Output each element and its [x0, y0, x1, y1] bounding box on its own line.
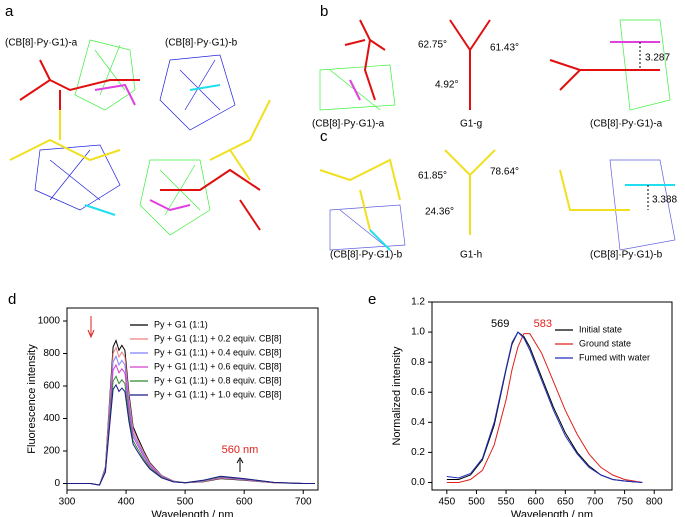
y-tick-label: 400 — [43, 413, 60, 424]
y-tick-label: 0.0 — [411, 477, 425, 488]
annotation: 560 nm — [222, 444, 259, 456]
series-line — [67, 383, 315, 486]
y-axis-label: Normalized intensity — [391, 346, 403, 446]
peak-label: 583 — [534, 318, 552, 330]
y-tick-label: 1.0 — [411, 327, 425, 338]
arrow — [236, 457, 244, 472]
y-tick-label: 600 — [43, 381, 60, 392]
structure-label: G1-g — [460, 119, 482, 130]
x-tick-label: 650 — [557, 497, 574, 508]
x-tick-label: 600 — [236, 497, 253, 508]
plot-frame — [431, 301, 673, 491]
molecular-structures-a — [9, 39, 271, 236]
y-tick-label: 0.6 — [411, 387, 425, 398]
panel-letter: e — [368, 291, 376, 308]
x-tick-label: 500 — [468, 497, 485, 508]
legend-label: Ground state — [579, 338, 631, 348]
y-tick-label: 1000 — [38, 316, 61, 327]
structure-label: (CB[8]·Py·G1)-b — [330, 250, 403, 261]
x-tick-label: 800 — [646, 497, 663, 508]
x-tick-label: 400 — [118, 497, 135, 508]
legend-label: Initial state — [579, 324, 622, 334]
angle-label: 61.85° — [418, 171, 447, 182]
angle-label: 24.36° — [425, 207, 454, 218]
legend-label: Py + G1 (1:1) + 0.2 equiv. CB[8] — [154, 333, 281, 343]
legend-label: Py + G1 (1:1) — [154, 319, 208, 329]
x-tick-label: 550 — [498, 497, 515, 508]
peak-label: 569 — [491, 318, 509, 330]
plot-frame — [66, 307, 319, 491]
y-tick-label: 200 — [43, 446, 60, 457]
structure-label: (CB[8]·Py·G1)-a — [5, 38, 78, 49]
legend-label: Py + G1 (1:1) + 0.4 equiv. CB[8] — [154, 347, 281, 357]
x-tick-label: 500 — [177, 497, 194, 508]
y-tick-label: 1.2 — [411, 297, 425, 308]
panel-letter: c — [320, 128, 328, 145]
structure-label: (CB[8]·Py·G1)-b — [590, 250, 663, 261]
molecular-structures-bc — [319, 19, 676, 251]
y-tick-label: 0.8 — [411, 357, 425, 368]
series-line — [446, 333, 643, 483]
angle-label: 62.75° — [418, 40, 447, 51]
angle-label: 78.64° — [490, 167, 519, 178]
y-axis-label: Fluorescence intensity — [26, 344, 38, 454]
structure-label: G1-h — [460, 250, 482, 261]
x-axis-label: Wavelength / nm — [151, 509, 233, 517]
y-tick-label: 0.2 — [411, 447, 425, 458]
distance-label: 3.388 — [652, 195, 677, 206]
x-tick-label: 700 — [587, 497, 604, 508]
x-axis-label: Wavelength / nm — [511, 509, 593, 517]
x-tick-label: 750 — [616, 497, 633, 508]
distance-label: 3.287 — [645, 53, 670, 64]
x-tick-label: 700 — [295, 497, 312, 508]
x-tick-label: 600 — [527, 497, 544, 508]
y-tick-label: 800 — [43, 348, 60, 359]
legend-label: Py + G1 (1:1) + 1.0 equiv. CB[8] — [154, 389, 281, 399]
structure-label: (CB[8]·Py·G1)-a — [590, 119, 663, 130]
y-tick-label: 0 — [54, 478, 60, 489]
structure-label: (CB[8]·Py·G1)-b — [165, 38, 238, 49]
x-tick-label: 300 — [59, 497, 76, 508]
structure-label: (CB[8]·Py·G1)-a — [312, 119, 385, 130]
legend-label: Fumed with water — [579, 352, 650, 362]
legend-label: Py + G1 (1:1) + 0.8 equiv. CB[8] — [154, 375, 281, 385]
x-tick-label: 450 — [438, 497, 455, 508]
y-tick-label: 0.4 — [411, 417, 425, 428]
panel-letter: d — [8, 291, 16, 308]
angle-label: 4.92° — [435, 80, 458, 91]
series-line — [446, 331, 643, 483]
angle-label: 61.43° — [490, 43, 519, 54]
panel-letter: b — [320, 3, 328, 20]
panel-letter: a — [5, 3, 14, 20]
legend-label: Py + G1 (1:1) + 0.6 equiv. CB[8] — [154, 361, 281, 371]
arrow — [87, 316, 95, 339]
